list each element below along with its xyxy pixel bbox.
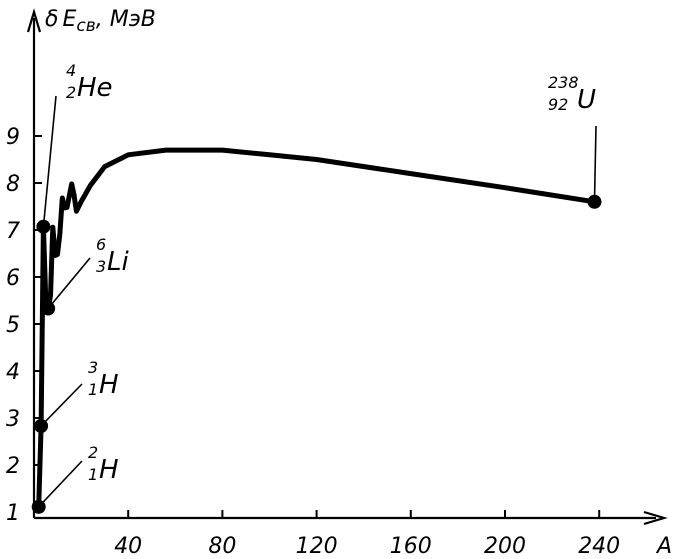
point-li6 (41, 301, 56, 316)
label-h2: 2 1 H (88, 443, 119, 485)
point-h3 (34, 418, 49, 433)
y-tick-label: 7 (6, 219, 20, 244)
y-tick-label: 6 (6, 266, 20, 291)
label-charge-h3: 1 (88, 380, 98, 399)
points (31, 194, 602, 514)
label-symbol-li6: Li (107, 247, 129, 277)
label-charge-li6: 3 (96, 257, 106, 276)
label-he4: 4 2 He (66, 61, 113, 103)
label-u238: 238 92 U (548, 73, 596, 115)
label-charge-u238: 92 (548, 95, 568, 114)
label-charge-h2: 1 (88, 465, 98, 484)
label-mass-li6: 6 (96, 235, 106, 254)
point-h2 (31, 499, 46, 514)
x-tick-label: 80 (208, 534, 236, 559)
label-h3: 3 1 H (88, 358, 119, 400)
y-axis-arrow (26, 8, 42, 33)
y-title-e: E (62, 7, 76, 32)
x-tick-label: 240 (578, 534, 620, 559)
label-symbol-h2: H (99, 455, 119, 485)
label-symbol-h3: H (99, 370, 119, 400)
label-mass-h2: 2 (88, 443, 98, 462)
binding-energy-curve (36, 147, 597, 510)
axes (26, 8, 668, 526)
y-tick-label: 9 (6, 125, 20, 150)
leader-line-h2 (38, 460, 83, 508)
y-title-sub: св (76, 16, 95, 36)
label-li6: 6 3 Li (96, 235, 129, 277)
y-tick-label: 3 (6, 407, 20, 432)
label-charge-he4: 2 (66, 83, 76, 102)
y-tick-label: 4 (6, 360, 20, 385)
y-tick-label: 1 (6, 501, 20, 526)
x-tick-label: 160 (390, 534, 432, 559)
label-symbol-he4: He (77, 73, 113, 103)
label-mass-h3: 3 (88, 358, 98, 377)
x-tick-label: 120 (296, 534, 338, 559)
point-he4 (36, 219, 51, 234)
x-tick-label: 200 (484, 534, 526, 559)
y-tick-label: 8 (6, 172, 20, 197)
point-u238 (587, 194, 602, 209)
x-axis-title: A (655, 534, 672, 559)
leader-line-u238 (593, 125, 597, 202)
x-tick-label: 40 (114, 534, 142, 559)
leader-line-h3 (40, 383, 83, 427)
y-title-unit: , МэВ (96, 7, 156, 32)
x-axis-arrow (643, 510, 668, 526)
label-mass-he4: 4 (66, 61, 76, 80)
leader-line-he4 (42, 95, 57, 227)
y-tick-label: 2 (6, 454, 20, 479)
label-symbol-u238: U (577, 85, 596, 115)
leader-line-li6 (47, 257, 91, 310)
y-title-delta: δ (45, 7, 58, 32)
series (36, 147, 597, 510)
ticks: 40 80 120 160 200 240 1 2 3 4 5 6 7 8 9 (6, 125, 620, 559)
leaders (38, 95, 597, 508)
y-tick-label: 5 (6, 313, 20, 338)
label-mass-u238: 238 (548, 73, 579, 92)
y-axis-title: δ Eсв, МэВ (45, 7, 156, 36)
